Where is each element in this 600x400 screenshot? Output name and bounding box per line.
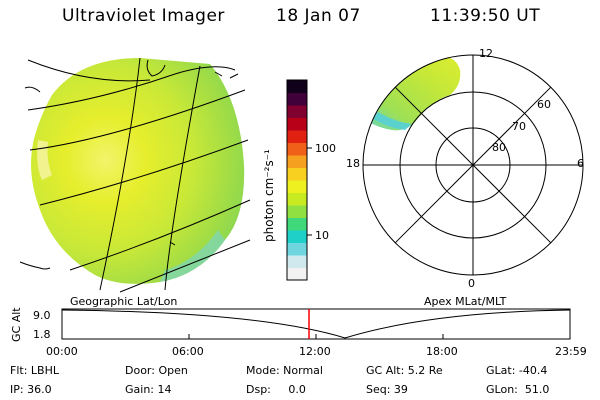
colorbar-band [287, 142, 307, 156]
info-seq: Seq: 39 [366, 383, 408, 396]
colorbar-tick-100: 100 [315, 142, 336, 155]
colorbar-band [287, 92, 307, 106]
mlat-label-80: 80 [492, 141, 506, 154]
colorbar-band [287, 117, 307, 131]
info-dsp: Dsp: 0.0 [246, 383, 306, 396]
observation-time: 11:39:50 UT [430, 6, 541, 26]
colorbar-band [287, 230, 307, 243]
colorbar-band [287, 255, 307, 268]
info-glon: GLon: 51.0 [486, 383, 550, 396]
colorbar-band [287, 105, 307, 118]
colorbar-band [287, 192, 307, 206]
timeline-ytick-bottom: 1.8 [33, 328, 51, 341]
instrument-title: Ultraviolet Imager [62, 6, 225, 26]
mlt-label-0: 0 [468, 277, 475, 290]
timeline-xtick-1800: 18:00 [426, 345, 458, 358]
timeline-xtick-2359: 23:59 [555, 345, 587, 358]
mlat-label-70: 70 [512, 120, 526, 133]
mlt-label-6: 6 [577, 157, 584, 170]
mlt-label-18: 18 [346, 157, 360, 170]
info-gain: Gain: 14 [125, 383, 172, 396]
timeline-ylabel: GC Alt [10, 307, 23, 342]
timeline-xtick-1200: 12:00 [299, 345, 331, 358]
colorbar-band [287, 130, 307, 143]
timeline-ytick-top: 9.0 [33, 309, 51, 322]
colorbar-band [287, 155, 307, 168]
colorbar [286, 79, 312, 281]
colorbar-band [287, 217, 307, 231]
colorbar-band [287, 205, 307, 218]
observation-date: 18 Jan 07 [276, 6, 361, 26]
colorbar-unit-label: photon cm⁻²s⁻¹ [262, 149, 276, 242]
colorbar-band [287, 180, 307, 193]
colorbar-band [287, 242, 307, 256]
timeline-xtick-0000: 00:00 [46, 345, 78, 358]
info-ip: IP: 36.0 [10, 383, 52, 396]
info-glat: GLat: -40.4 [486, 364, 548, 377]
info-mode: Mode: Normal [246, 364, 323, 377]
left-panel-caption: Geographic Lat/Lon [70, 295, 178, 308]
colorbar-band [287, 167, 307, 181]
altitude-timeline [61, 308, 571, 340]
polar-plot [362, 54, 584, 276]
colorbar-band [287, 80, 307, 93]
colorbar-tick-10: 10 [315, 229, 329, 242]
mlt-label-12: 12 [479, 47, 493, 60]
info-filter: Flt: LBHL [10, 364, 59, 377]
colorbar-band [287, 267, 307, 281]
info-door: Door: Open [125, 364, 188, 377]
earth-disk-image [19, 57, 251, 293]
timeline-xtick-0600: 06:00 [172, 345, 204, 358]
right-panel-caption: Apex MLat/MLT [424, 295, 507, 308]
info-gc-alt: GC Alt: 5.2 Re [366, 364, 443, 377]
mlat-label-60: 60 [537, 98, 551, 111]
